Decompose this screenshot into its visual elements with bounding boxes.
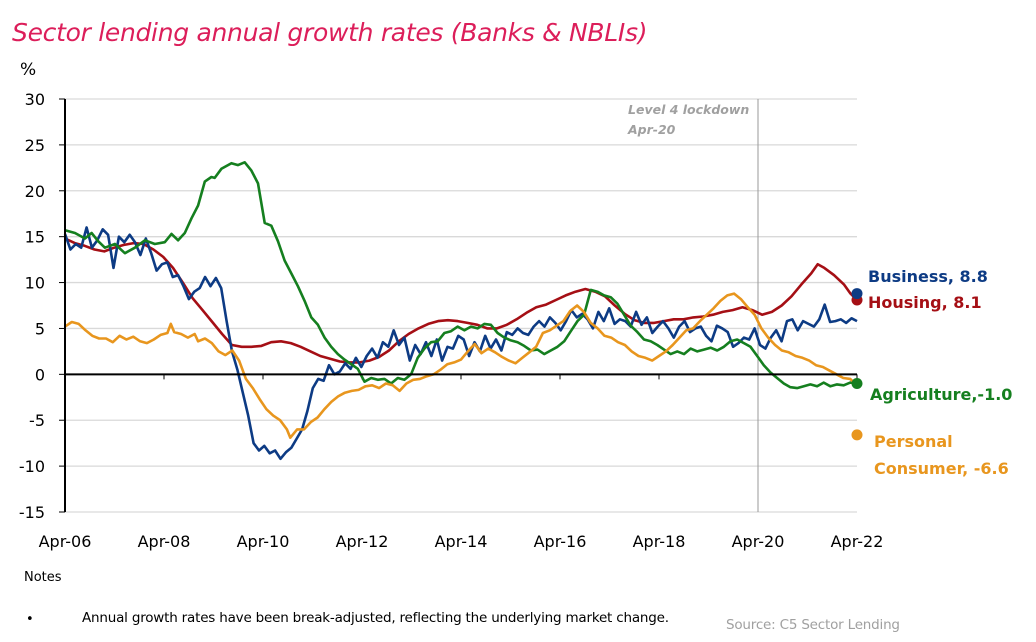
y-tick-label: 15 (25, 228, 45, 247)
end-label-agriculture: Agriculture,-1.0 (870, 385, 1012, 404)
y-tick-label: 30 (25, 90, 45, 109)
series-line-business (63, 226, 858, 461)
lockdown-annotation: Level 4 lockdown Apr-20 (627, 99, 759, 512)
chart-title: Sector lending annual growth rates (Bank… (12, 18, 648, 47)
x-tick-label: Apr-10 (237, 532, 290, 551)
x-tick-label: Apr-14 (435, 532, 488, 551)
series-line-agriculture (64, 161, 858, 390)
y-tick-label: 25 (25, 136, 45, 155)
axes (64, 99, 857, 512)
gridlines (65, 98, 857, 513)
x-tick-label: Apr-18 (633, 532, 686, 551)
y-tick-label: 20 (25, 182, 45, 201)
y-axis-ticks: 30 25 20 15 10 5 0 -5 -10 -15 (19, 90, 65, 522)
end-marker-personal-consumer (851, 429, 863, 441)
x-tick-label: Apr-06 (39, 532, 92, 551)
end-label-personal-line1: Personal (874, 432, 953, 451)
series-line-personal-consumer (64, 292, 858, 439)
end-labels: Business, 8.8 Housing, 8.1 Agriculture,-1.… (851, 267, 1012, 478)
x-axis-ticks: Apr-06 Apr-08 Apr-10 Apr-12 Apr-14 Apr-16 Apr-… (39, 374, 884, 551)
y-tick-label: 0 (35, 365, 45, 384)
y-tick-label: -10 (19, 457, 45, 476)
y-tick-label: 10 (25, 274, 45, 293)
end-marker-agriculture (851, 378, 863, 390)
notes-heading: Notes (24, 570, 62, 585)
x-tick-label: Apr-12 (336, 532, 389, 551)
end-label-business: Business, 8.8 (868, 267, 988, 286)
x-tick-label: Apr-20 (732, 532, 785, 551)
end-label-housing: Housing, 8.1 (868, 293, 982, 312)
x-tick-label: Apr-22 (831, 532, 884, 551)
lockdown-label-line2: Apr-20 (627, 122, 676, 137)
y-tick-label: -5 (29, 411, 45, 430)
note-text: Annual growth rates have been break-adju… (82, 610, 669, 626)
end-label-personal-line2: Consumer, -6.6 (874, 459, 1009, 478)
y-tick-label: -15 (19, 503, 45, 522)
y-tick-label: 5 (35, 319, 45, 338)
series-line-housing (64, 237, 858, 364)
y-axis-unit-label: % (20, 60, 37, 80)
series-lines (63, 161, 858, 461)
end-marker-business (851, 288, 863, 300)
x-tick-label: Apr-08 (138, 532, 191, 551)
x-tick-label: Apr-16 (534, 532, 587, 551)
lockdown-label-line1: Level 4 lockdown (628, 102, 749, 117)
source-text: Source: C5 Sector Lending (726, 617, 900, 633)
note-bullet: • (26, 612, 34, 627)
